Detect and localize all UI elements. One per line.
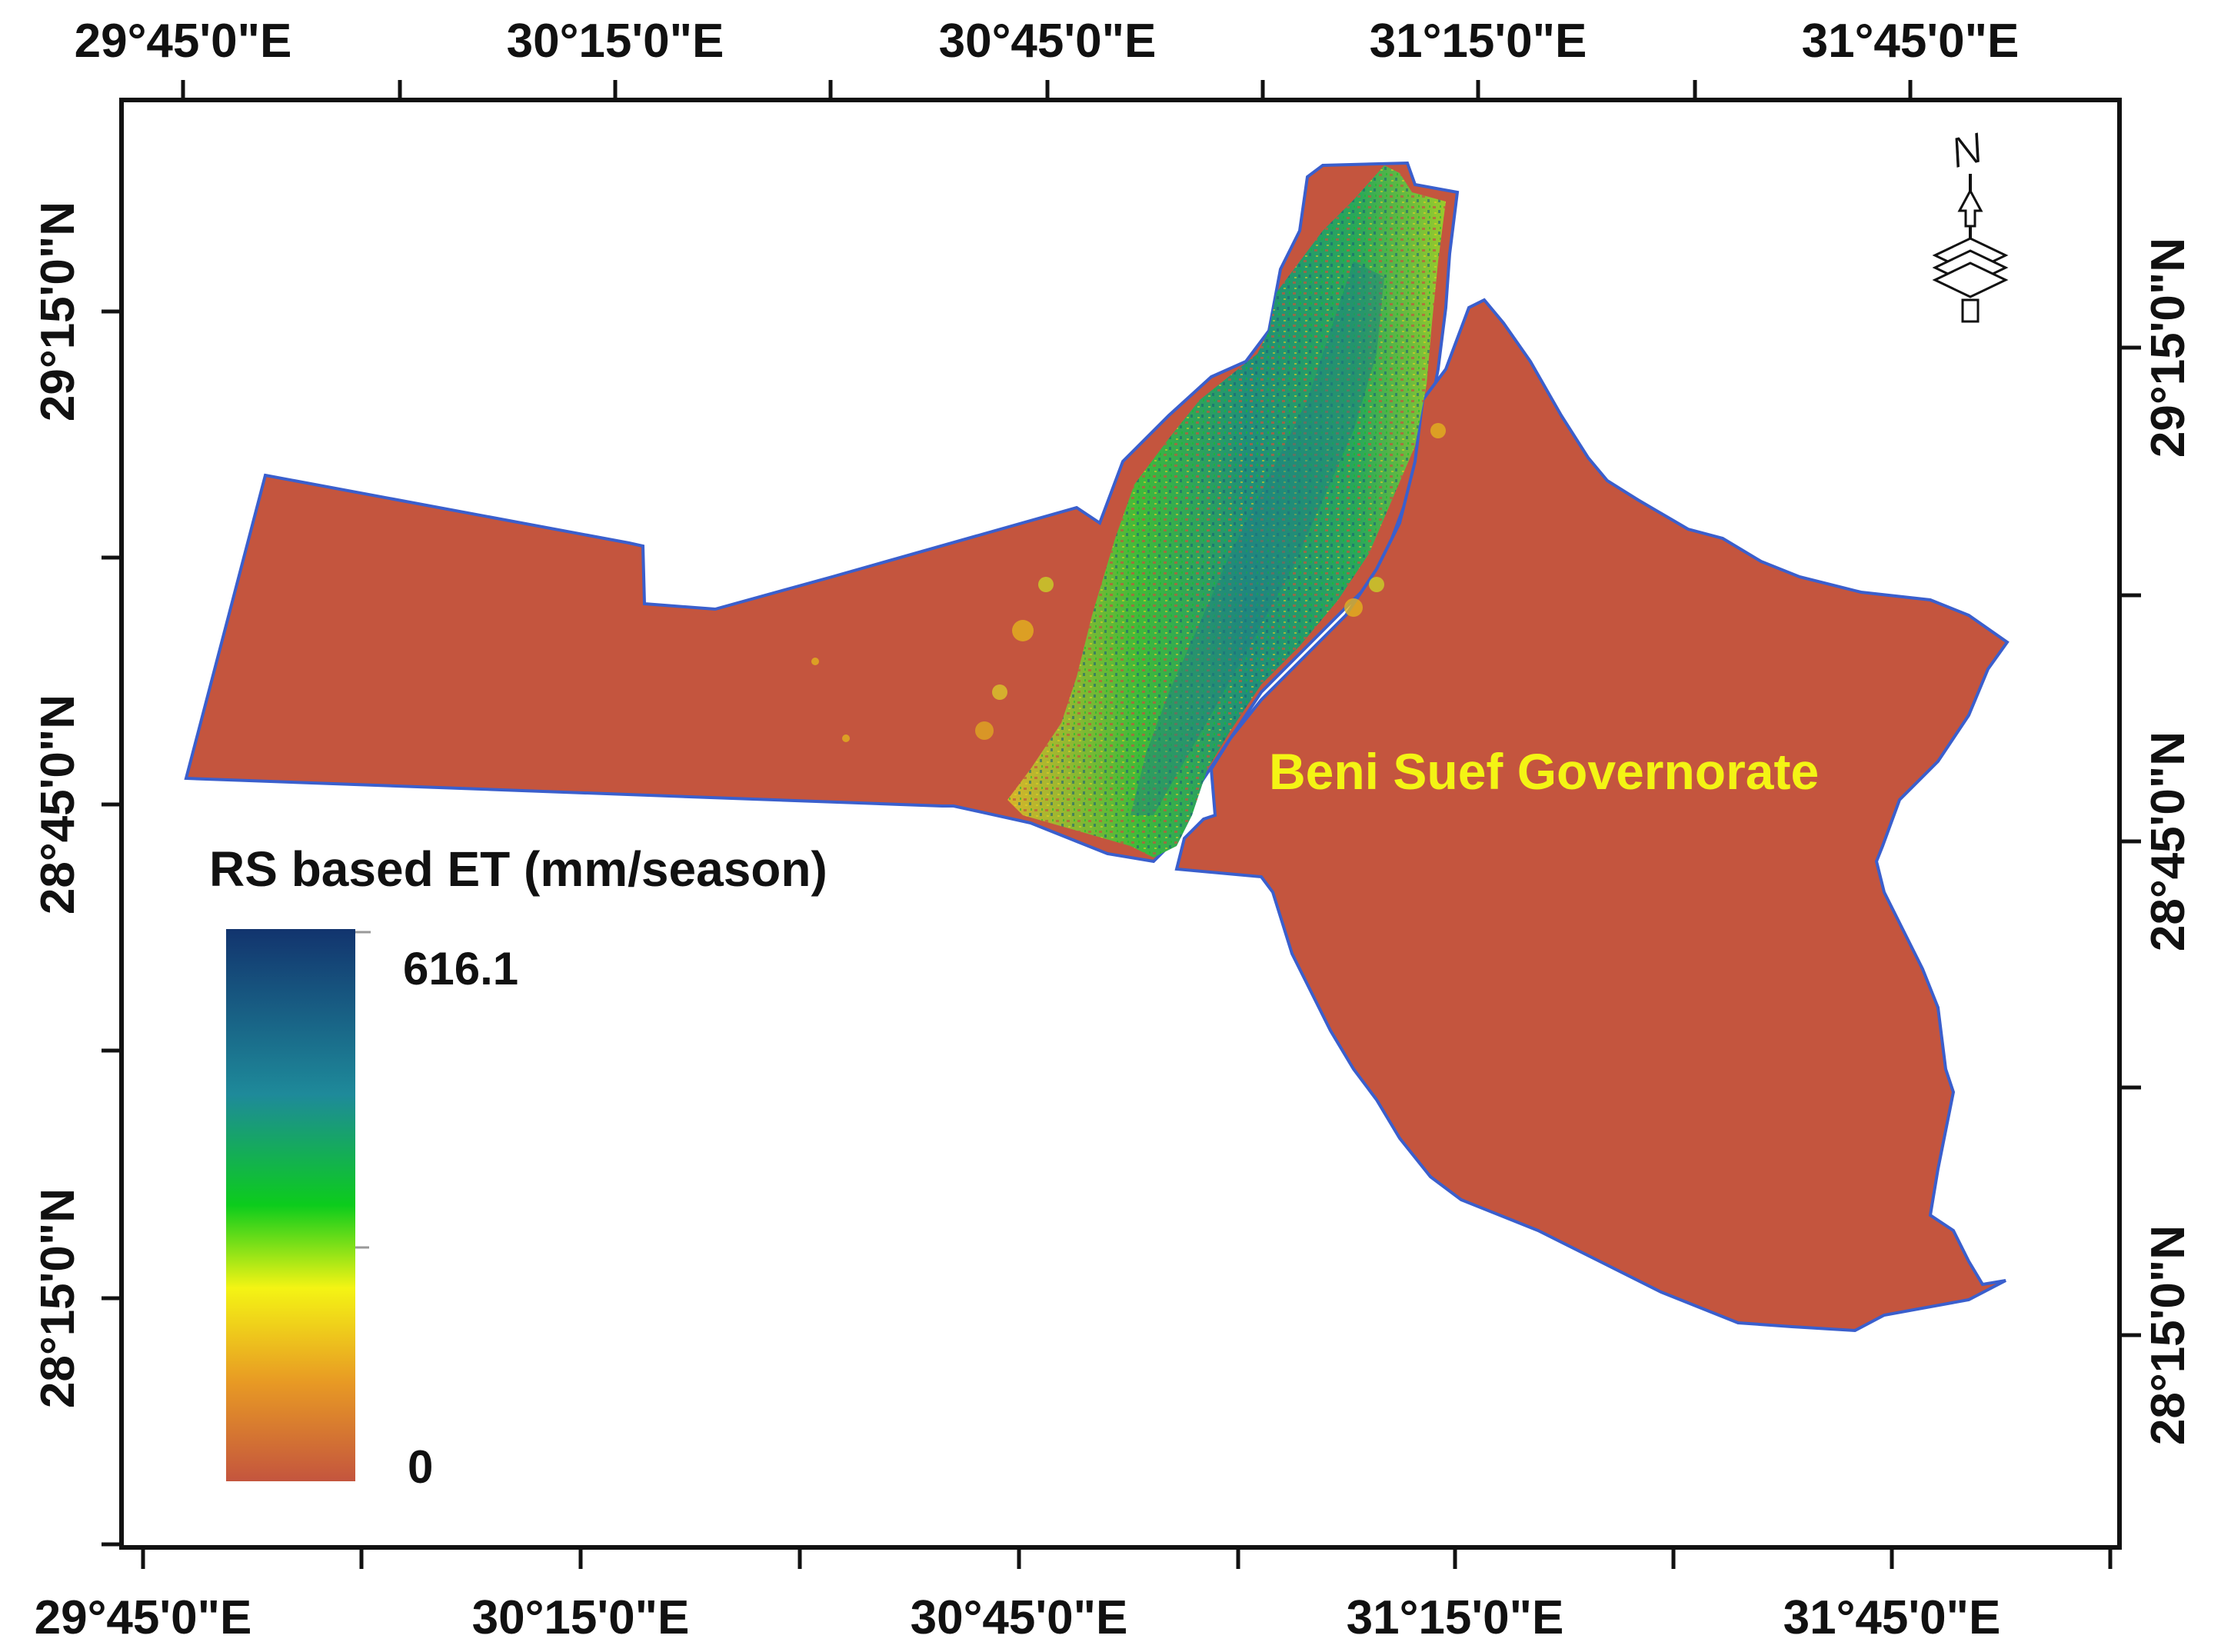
bottom-axis-label: 29°45'0"E (35, 1591, 252, 1644)
right-axis-label: 28°45'0"N (2142, 731, 2195, 951)
fringe-field (842, 734, 850, 742)
legend-min-label: 0 (408, 1441, 433, 1493)
legend-max-label: 616.1 (403, 943, 518, 994)
fringe-field (975, 721, 994, 740)
left-axis-label: 29°15'0"N (32, 202, 85, 421)
bottom-axis-label: 31°15'0"E (1347, 1591, 1564, 1644)
fringe-field (1344, 598, 1363, 617)
top-axis-label: 30°15'0"E (507, 15, 724, 68)
fringe-field (1012, 620, 1034, 641)
top-axis-label: 31°45'0"E (1802, 15, 2020, 68)
fringe-field (1430, 423, 1446, 438)
vegetation-texture (1007, 165, 1446, 858)
legend-color-ramp (226, 929, 355, 1481)
top-axis-labels: 29°45'0"E 30°15'0"E 30°45'0"E 31°15'0"E … (75, 15, 2020, 68)
fringe-field (1038, 577, 1054, 592)
fringe-field (992, 684, 1007, 700)
top-axis-label: 29°45'0"E (75, 15, 292, 68)
bottom-axis-label: 30°45'0"E (911, 1591, 1128, 1644)
legend: RS based ET (mm/season) 616.1 0 (209, 841, 827, 1493)
bottom-axis-label: 31°45'0"E (1783, 1591, 2001, 1644)
right-axis-label: 29°15'0"N (2142, 238, 2195, 458)
top-axis-label: 31°15'0"E (1370, 15, 1587, 68)
top-axis-label: 30°45'0"E (939, 15, 1157, 68)
nile-valley-vegetation (811, 165, 1446, 858)
eastern-region-polygon (1174, 298, 2010, 1333)
left-tick-marks (102, 309, 122, 1547)
left-axis-label: 28°45'0"N (32, 694, 85, 914)
left-axis-labels: 29°15'0"N 28°45'0"N 28°15'0"N (32, 202, 85, 1408)
bottom-tick-marks (141, 1547, 2113, 1569)
valley-core (1130, 261, 1384, 815)
right-tick-marks (2119, 345, 2141, 1337)
region-label: Beni Suef Governorate (1269, 743, 1819, 800)
fringe-field (1369, 577, 1384, 592)
legend-title: RS based ET (mm/season) (209, 841, 827, 897)
top-tick-marks (181, 80, 1913, 100)
bottom-axis-labels: 29°45'0"E 30°15'0"E 30°45'0"E 31°15'0"E … (35, 1591, 2001, 1644)
right-axis-label: 28°15'0"N (2142, 1225, 2195, 1445)
right-axis-labels: 29°15'0"N 28°45'0"N 28°15'0"N (2142, 238, 2195, 1445)
left-axis-label: 28°15'0"N (32, 1188, 85, 1408)
bottom-axis-label: 30°15'0"E (472, 1591, 690, 1644)
fringe-field (811, 658, 819, 665)
